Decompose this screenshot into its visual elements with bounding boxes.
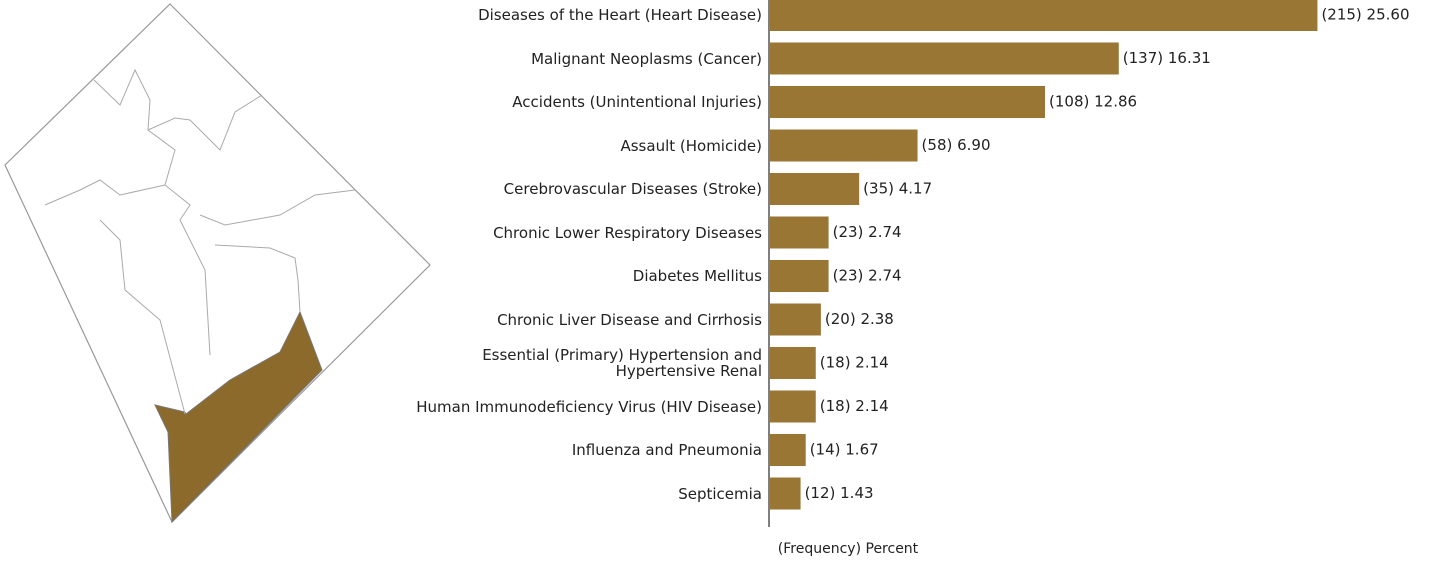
value-label: (108) 12.86 [1049, 93, 1137, 111]
bar [770, 86, 1046, 118]
map-border [99, 219, 186, 415]
value-label: (23) 2.74 [833, 223, 902, 241]
map-highlight [154, 310, 323, 524]
value-label: (12) 1.43 [805, 484, 874, 502]
bar [770, 129, 918, 162]
value-label: (14) 1.67 [810, 441, 879, 459]
category-label: Chronic Liver Disease and Cirrhosis [497, 310, 762, 329]
bar [770, 390, 816, 423]
category-label: Essential (Primary) Hypertension and Hyp… [482, 346, 762, 380]
value-label: (58) 6.90 [922, 136, 991, 154]
category-label: Septicemia [678, 484, 762, 503]
bar [770, 347, 816, 379]
map-border [214, 244, 301, 313]
bar [770, 434, 806, 466]
value-label: (35) 4.17 [863, 180, 932, 198]
value-label: (18) 2.14 [820, 397, 889, 415]
value-label: (215) 25.60 [1321, 6, 1409, 24]
category-label: Malignant Neoplasms (Cancer) [531, 49, 762, 68]
category-label: Influenza and Pneumonia [571, 441, 762, 459]
value-label: (18) 2.14 [820, 354, 889, 372]
bar [770, 42, 1119, 75]
value-label: (20) 2.38 [825, 310, 894, 328]
map-border [147, 94, 263, 151]
map-border [44, 179, 166, 206]
bar [770, 303, 821, 336]
bar [770, 0, 1318, 31]
map-border [93, 68, 211, 356]
category-label: Assault (Homicide) [620, 136, 762, 155]
category-label: Diseases of the Heart (Heart Disease) [478, 6, 762, 24]
bar [770, 477, 801, 510]
x-axis-label: (Frequency) Percent [778, 541, 919, 557]
map [4, 3, 431, 524]
category-label: Chronic Lower Respiratory Diseases [493, 223, 762, 242]
map-border [199, 189, 356, 226]
value-label: (23) 2.74 [833, 267, 902, 285]
value-label: (137) 16.31 [1123, 49, 1211, 67]
bar [770, 173, 860, 205]
category-label: Diabetes Mellitus [632, 267, 762, 285]
bar [770, 260, 829, 292]
bar [770, 216, 829, 249]
category-label: Cerebrovascular Diseases (Stroke) [503, 180, 762, 198]
category-label: Human Immunodeficiency Virus (HIV Diseas… [416, 397, 762, 416]
category-label: Accidents (Unintentional Injuries) [512, 93, 762, 111]
